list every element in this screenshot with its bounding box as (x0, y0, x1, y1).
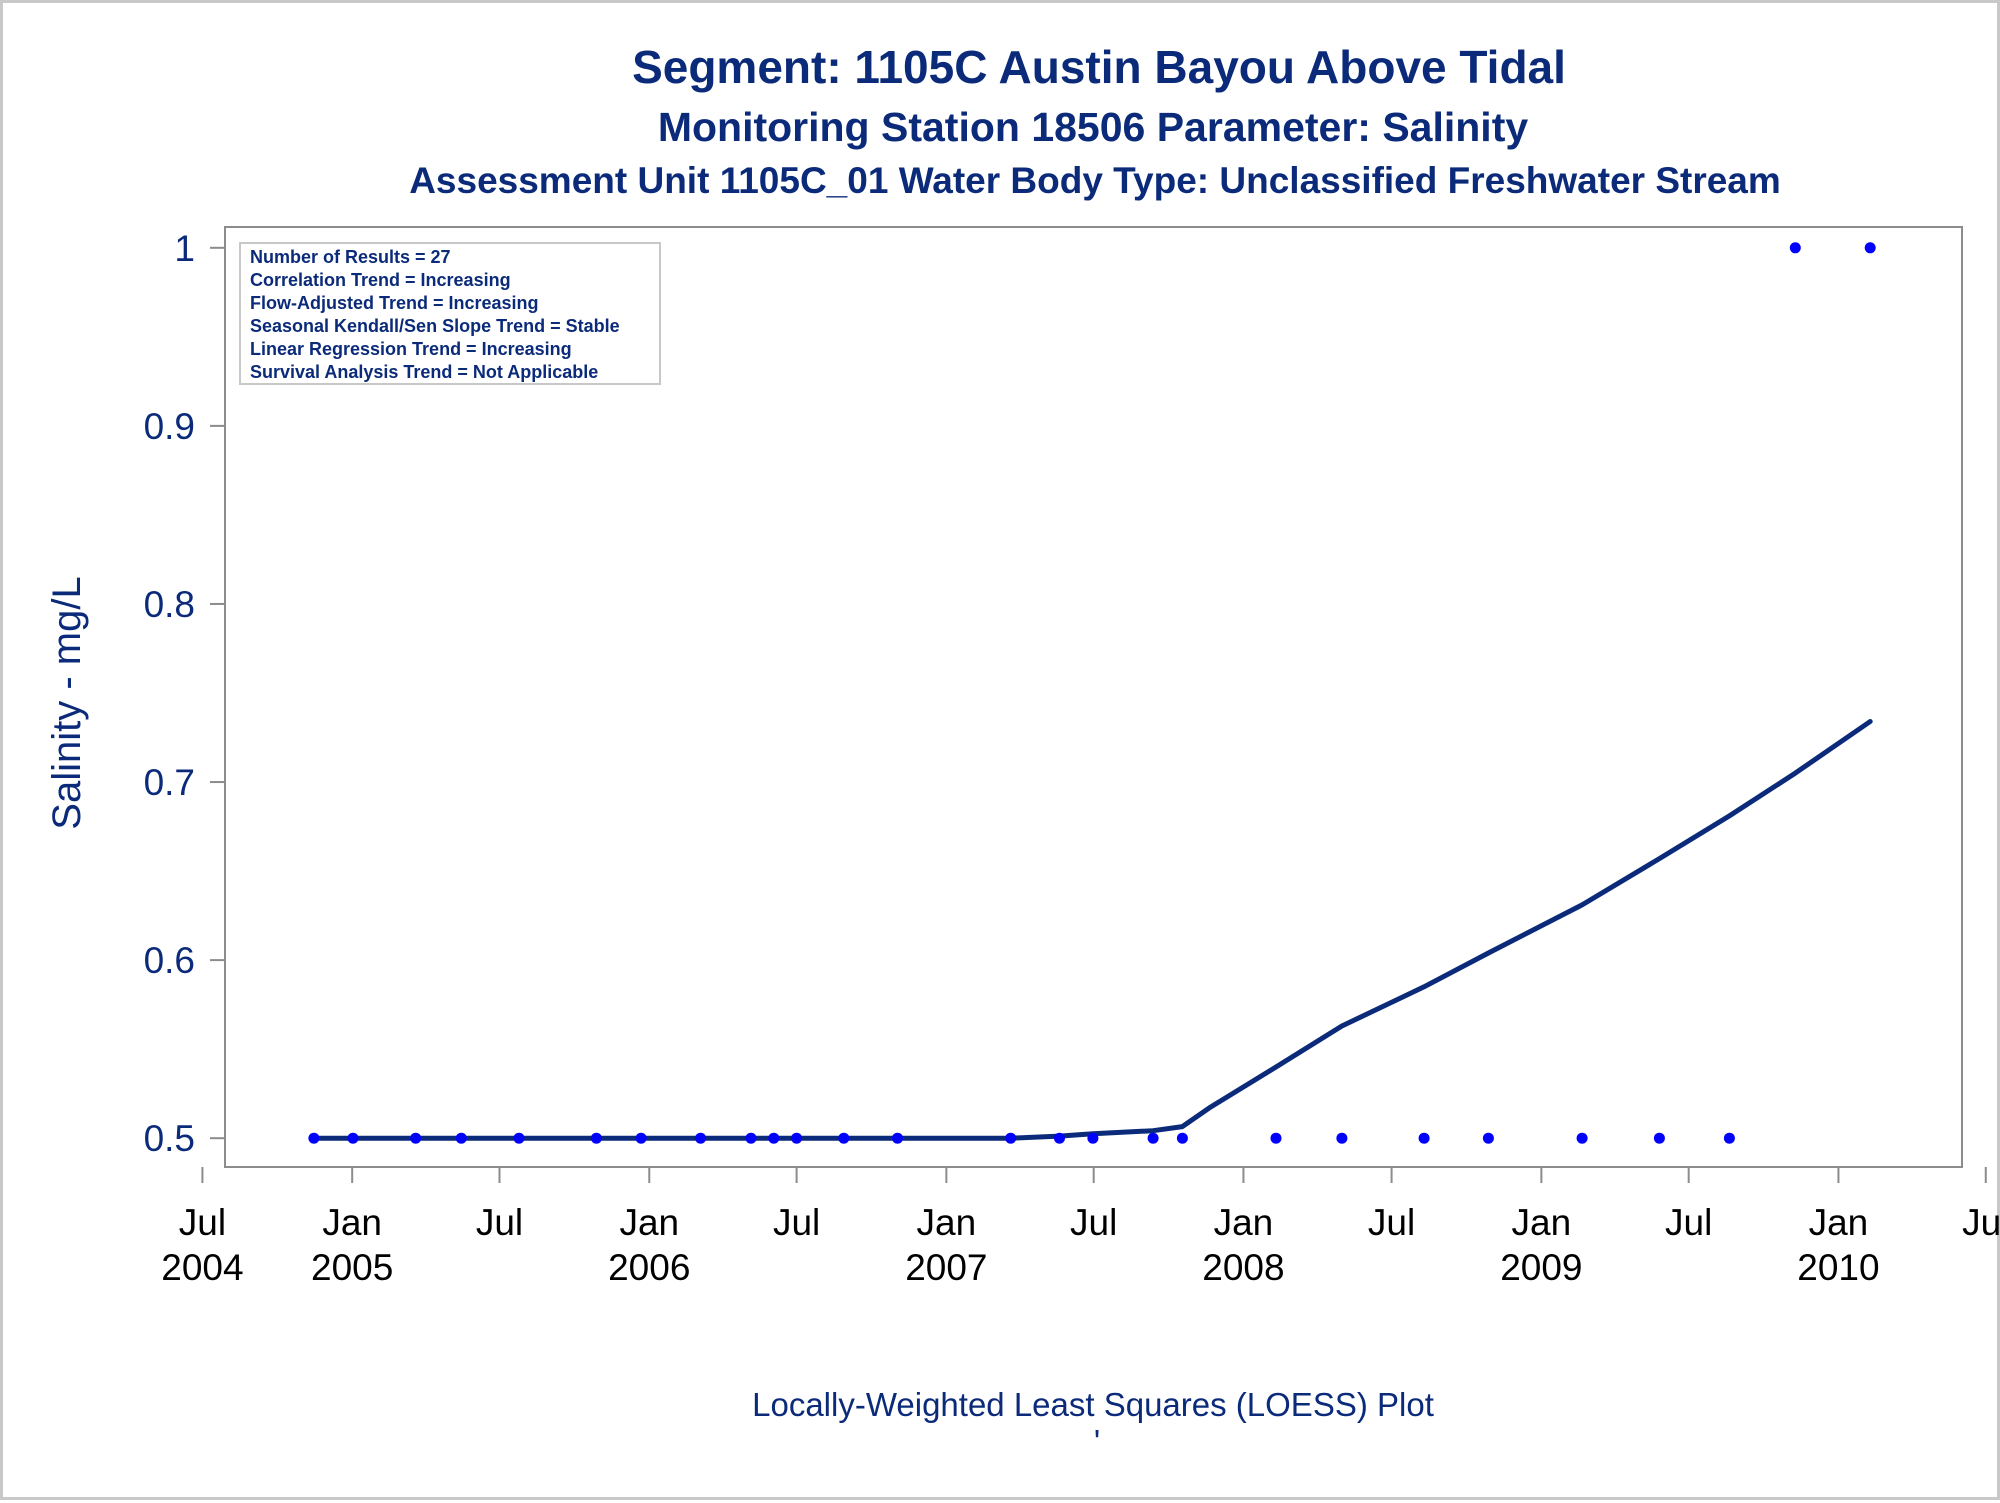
loess-line (311, 719, 1873, 1141)
data-point (1087, 1132, 1099, 1144)
data-point (1147, 1132, 1159, 1144)
x-tick-label-month: Jul (1665, 1202, 1712, 1243)
series-layer (308, 242, 1876, 1144)
x-tick-label-month: Jan (619, 1202, 679, 1243)
y-tick-label: 1 (174, 228, 195, 269)
x-tick-label-year: 2007 (905, 1247, 987, 1288)
x-tick-label-month: Jul (773, 1202, 820, 1243)
stats-box: Number of Results = 27 Correlation Trend … (239, 242, 661, 385)
data-point (768, 1132, 780, 1144)
data-point (838, 1132, 850, 1144)
y-axis-label: Salinity - mg/L (45, 576, 89, 829)
x-tick-label-month: Jan (1512, 1202, 1572, 1243)
data-point (745, 1132, 757, 1144)
data-point (791, 1132, 803, 1144)
y-tick-label: 0.6 (144, 940, 195, 981)
x-tick-label-year: 2010 (1797, 1247, 1879, 1288)
stats-line: Seasonal Kendall/Sen Slope Trend = Stabl… (250, 316, 620, 336)
x-tick-label-month: Jul (1368, 1202, 1415, 1243)
footnote-mark: ' (1094, 1423, 1100, 1460)
data-point (1864, 242, 1876, 254)
stats-line: Linear Regression Trend = Increasing (250, 339, 572, 359)
x-tick-label-year: 2005 (311, 1247, 393, 1288)
chart-title: Segment: 1105C Austin Bayou Above Tidal (632, 41, 1566, 93)
data-point (1482, 1132, 1494, 1144)
data-point (1653, 1132, 1665, 1144)
stats-line: Survival Analysis Trend = Not Applicable (250, 362, 598, 382)
data-point (1576, 1132, 1588, 1144)
data-point (892, 1132, 903, 1144)
x-tick-label-month: Jan (917, 1202, 977, 1243)
salinity-loess-chart: Segment: 1105C Austin Bayou Above Tidal … (45, 41, 2000, 1460)
data-point (635, 1132, 647, 1144)
data-point (1005, 1132, 1017, 1144)
x-tick-label-month: Jan (1809, 1202, 1869, 1243)
y-tick-label: 0.5 (144, 1118, 195, 1159)
chart-subtitle-2: Assessment Unit 1105C_01 Water Body Type… (409, 160, 1781, 201)
x-tick-label-year: 2009 (1500, 1247, 1582, 1288)
data-point (1176, 1132, 1188, 1144)
data-point (455, 1132, 467, 1144)
chart-subtitle: Monitoring Station 18506 Parameter: Sali… (658, 104, 1529, 150)
data-point (1054, 1132, 1065, 1144)
data-point (1336, 1132, 1348, 1144)
x-tick-label-year: 2006 (608, 1247, 690, 1288)
data-point (1789, 242, 1801, 254)
data-point (695, 1132, 707, 1144)
stats-line: Flow-Adjusted Trend = Increasing (250, 293, 539, 313)
x-tick-label-month: Jul (1070, 1202, 1117, 1243)
x-tick-label-month: Jul (476, 1202, 523, 1243)
data-point (1723, 1132, 1735, 1144)
y-tick-label: 0.8 (144, 584, 195, 625)
data-point (410, 1132, 422, 1144)
data-point (1270, 1132, 1282, 1144)
y-tick-label: 0.7 (144, 762, 195, 803)
data-point (513, 1132, 525, 1144)
x-tick-label-year: 2008 (1202, 1247, 1284, 1288)
data-point (308, 1132, 320, 1144)
stats-box-frame (239, 242, 661, 385)
data-point (347, 1132, 359, 1144)
x-tick-label-month: Jan (1214, 1202, 1274, 1243)
x-tick-label-month: Jan (322, 1202, 382, 1243)
y-tick-label: 0.9 (144, 406, 195, 447)
stats-line: Correlation Trend = Increasing (250, 270, 511, 290)
data-point (590, 1132, 602, 1144)
x-tick-label-month: Jul (179, 1202, 226, 1243)
stats-line: Number of Results = 27 (250, 247, 451, 267)
data-point (1418, 1132, 1430, 1144)
x-axis-label: Locally-Weighted Least Squares (LOESS) P… (752, 1386, 1434, 1423)
y-axis: 0.5 0.6 0.7 0.8 0.9 1 (144, 228, 225, 1159)
x-tick-label-month: Jul (1962, 1202, 2000, 1243)
x-tick-label-year: 2004 (161, 1247, 243, 1288)
